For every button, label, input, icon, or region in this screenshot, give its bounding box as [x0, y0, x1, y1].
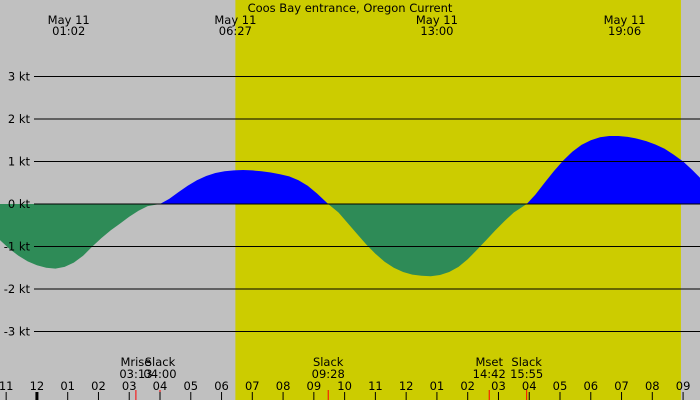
hour-tick-label: 10 [337, 379, 352, 393]
y-tick-label: 2 kt [8, 112, 31, 126]
top-date-label: May 11 [416, 13, 458, 27]
hour-tick-label: 03 [491, 379, 506, 393]
hour-tick-label: 05 [553, 379, 568, 393]
hour-tick-label: 08 [276, 379, 291, 393]
hour-ticks: 11 12 01 02 03 04 05 06 07 08 09 10 11 12 01 02 03 04 05 06… [0, 379, 690, 400]
hour-tick-label: 06 [583, 379, 598, 393]
event-name-label: Slack [145, 355, 176, 369]
event-time-label: 15:55 [510, 367, 543, 381]
hour-tick-label: 07 [245, 379, 260, 393]
top-date-label: May 11 [214, 13, 256, 27]
hour-tick-label: 03 [122, 379, 137, 393]
hour-tick-label: 12 [30, 379, 45, 393]
event-time-label: 09:28 [312, 367, 345, 381]
flood-area [160, 170, 329, 204]
event-time-label: 03:13 [119, 367, 152, 381]
hour-tick-label: 09 [676, 379, 691, 393]
top-time-label: 13:00 [420, 24, 453, 38]
hour-tick-label: 01 [60, 379, 75, 393]
hour-tick-label: 02 [91, 379, 106, 393]
flood-area [526, 136, 700, 204]
event-name-label: Slack [313, 355, 344, 369]
ebb-area [328, 204, 527, 277]
top-date-label: May 11 [48, 13, 90, 27]
hour-tick-label: 05 [183, 379, 198, 393]
hour-tick-label: 04 [522, 379, 537, 393]
event-time-label: 14:42 [473, 367, 506, 381]
hour-tick-label: 09 [307, 379, 322, 393]
current-areas [0, 136, 700, 277]
event-name-label: Mset [475, 355, 503, 369]
event-name-label: Slack [511, 355, 542, 369]
gridlines [34, 76, 700, 332]
hour-tick-label: 12 [399, 379, 414, 393]
top-time-label: 06:27 [219, 24, 252, 38]
y-tick-label: 1 kt [8, 155, 31, 169]
y-tick-label: -3 kt [4, 325, 31, 339]
ebb-area [0, 204, 160, 269]
hour-tick-label: 04 [153, 379, 168, 393]
top-time-label: 01:02 [52, 24, 85, 38]
hour-tick-label: 07 [614, 379, 629, 393]
y-tick-label: 3 kt [8, 70, 31, 84]
hour-tick-label: 11 [0, 379, 13, 393]
top-date-label: May 11 [604, 13, 646, 27]
y-tick-label: -1 kt [4, 240, 31, 254]
y-tick-label: 0 kt [8, 197, 31, 211]
top-time-label: 19:06 [608, 24, 641, 38]
hour-tick-label: 06 [214, 379, 229, 393]
hour-tick-label: 08 [645, 379, 660, 393]
hour-tick-label: 11 [368, 379, 383, 393]
event-name-label: Mrise [120, 355, 151, 369]
event-time-label: 04:00 [143, 367, 176, 381]
y-tick-labels: 3 kt 2 kt 1 kt 0 kt -1 kt -2 kt -3 kt [4, 70, 31, 339]
event-labels: Mrise03:13Slack04:00Slack09:28Mset14:42S… [119, 355, 543, 400]
hour-tick-label: 01 [430, 379, 445, 393]
chart-title: Coos Bay entrance, Oregon Current [248, 1, 453, 15]
y-tick-label: -2 kt [4, 282, 31, 296]
hour-tick-label: 02 [460, 379, 475, 393]
